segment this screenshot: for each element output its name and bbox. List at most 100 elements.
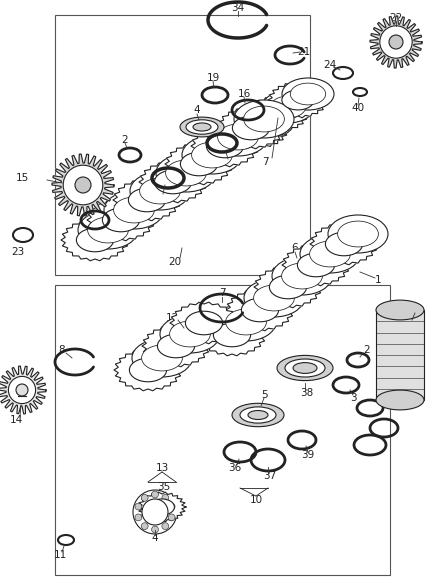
Text: 2: 2 bbox=[364, 345, 370, 355]
Polygon shape bbox=[0, 366, 46, 414]
Polygon shape bbox=[165, 143, 233, 185]
Ellipse shape bbox=[191, 142, 232, 168]
Ellipse shape bbox=[88, 217, 128, 243]
Ellipse shape bbox=[262, 91, 314, 123]
Ellipse shape bbox=[180, 117, 224, 137]
Ellipse shape bbox=[253, 285, 294, 311]
Circle shape bbox=[141, 523, 148, 530]
Ellipse shape bbox=[272, 257, 332, 295]
Ellipse shape bbox=[232, 116, 270, 140]
Ellipse shape bbox=[242, 106, 294, 138]
Ellipse shape bbox=[243, 106, 284, 132]
Text: 1: 1 bbox=[375, 275, 381, 285]
Circle shape bbox=[135, 514, 142, 521]
Ellipse shape bbox=[150, 499, 174, 515]
Circle shape bbox=[75, 177, 91, 193]
Text: 8: 8 bbox=[59, 345, 65, 355]
FancyBboxPatch shape bbox=[376, 310, 424, 400]
Text: 38: 38 bbox=[300, 388, 314, 398]
Polygon shape bbox=[114, 349, 182, 391]
Polygon shape bbox=[170, 302, 238, 344]
Polygon shape bbox=[52, 154, 114, 216]
Text: 4: 4 bbox=[152, 533, 158, 543]
Text: 23: 23 bbox=[11, 247, 25, 257]
Ellipse shape bbox=[376, 300, 424, 320]
Text: 5: 5 bbox=[262, 390, 268, 400]
Ellipse shape bbox=[129, 358, 167, 382]
Circle shape bbox=[8, 377, 36, 404]
Ellipse shape bbox=[282, 78, 334, 110]
Text: 39: 39 bbox=[301, 450, 315, 460]
Ellipse shape bbox=[185, 311, 223, 335]
Ellipse shape bbox=[290, 83, 326, 105]
Ellipse shape bbox=[270, 275, 306, 299]
Ellipse shape bbox=[234, 100, 294, 138]
Circle shape bbox=[63, 165, 103, 205]
Polygon shape bbox=[268, 82, 328, 118]
Polygon shape bbox=[191, 125, 259, 167]
Ellipse shape bbox=[250, 111, 286, 133]
Ellipse shape bbox=[309, 241, 350, 267]
Polygon shape bbox=[282, 244, 350, 286]
Ellipse shape bbox=[326, 232, 362, 256]
Text: 16: 16 bbox=[237, 89, 250, 99]
Circle shape bbox=[162, 523, 169, 530]
Ellipse shape bbox=[300, 235, 360, 273]
Ellipse shape bbox=[193, 123, 211, 131]
Text: 24: 24 bbox=[323, 60, 337, 70]
Ellipse shape bbox=[76, 228, 114, 252]
Circle shape bbox=[151, 526, 158, 533]
Ellipse shape bbox=[240, 407, 276, 423]
Text: 18: 18 bbox=[156, 193, 170, 203]
Ellipse shape bbox=[244, 279, 304, 317]
Ellipse shape bbox=[241, 298, 279, 322]
Polygon shape bbox=[61, 219, 129, 261]
Polygon shape bbox=[138, 492, 186, 522]
Ellipse shape bbox=[262, 104, 294, 124]
Text: 22: 22 bbox=[389, 13, 403, 23]
Text: 7: 7 bbox=[219, 288, 225, 298]
Polygon shape bbox=[254, 266, 322, 308]
Polygon shape bbox=[226, 289, 294, 331]
Polygon shape bbox=[310, 223, 378, 265]
Circle shape bbox=[380, 26, 412, 58]
Text: 14: 14 bbox=[10, 415, 23, 425]
Polygon shape bbox=[217, 107, 285, 149]
Ellipse shape bbox=[155, 170, 191, 194]
Text: 21: 21 bbox=[297, 47, 311, 57]
Ellipse shape bbox=[297, 253, 335, 277]
Ellipse shape bbox=[376, 390, 424, 410]
Ellipse shape bbox=[216, 303, 276, 341]
Ellipse shape bbox=[140, 178, 181, 204]
Text: 34: 34 bbox=[231, 3, 245, 13]
Text: 3: 3 bbox=[350, 393, 356, 403]
Ellipse shape bbox=[78, 211, 138, 249]
Ellipse shape bbox=[102, 208, 140, 232]
Ellipse shape bbox=[208, 118, 268, 156]
Text: 9: 9 bbox=[414, 305, 420, 315]
Ellipse shape bbox=[277, 356, 333, 381]
Text: 6: 6 bbox=[292, 243, 298, 253]
Ellipse shape bbox=[166, 160, 207, 186]
Ellipse shape bbox=[328, 215, 388, 253]
Text: 11: 11 bbox=[53, 550, 67, 560]
Ellipse shape bbox=[285, 359, 325, 377]
Text: 37: 37 bbox=[263, 471, 276, 481]
Circle shape bbox=[168, 514, 175, 521]
Ellipse shape bbox=[226, 309, 266, 335]
Text: 12: 12 bbox=[165, 313, 179, 323]
Circle shape bbox=[135, 503, 142, 510]
Polygon shape bbox=[228, 112, 288, 148]
Ellipse shape bbox=[160, 315, 220, 353]
Circle shape bbox=[142, 499, 168, 525]
Circle shape bbox=[151, 491, 158, 498]
Text: 19: 19 bbox=[207, 73, 220, 83]
Ellipse shape bbox=[282, 90, 314, 110]
Text: 36: 36 bbox=[228, 463, 242, 473]
Polygon shape bbox=[370, 16, 422, 68]
Ellipse shape bbox=[170, 321, 210, 347]
Text: 35: 35 bbox=[158, 482, 171, 492]
Polygon shape bbox=[139, 161, 207, 203]
Ellipse shape bbox=[282, 263, 322, 289]
Circle shape bbox=[141, 495, 148, 501]
